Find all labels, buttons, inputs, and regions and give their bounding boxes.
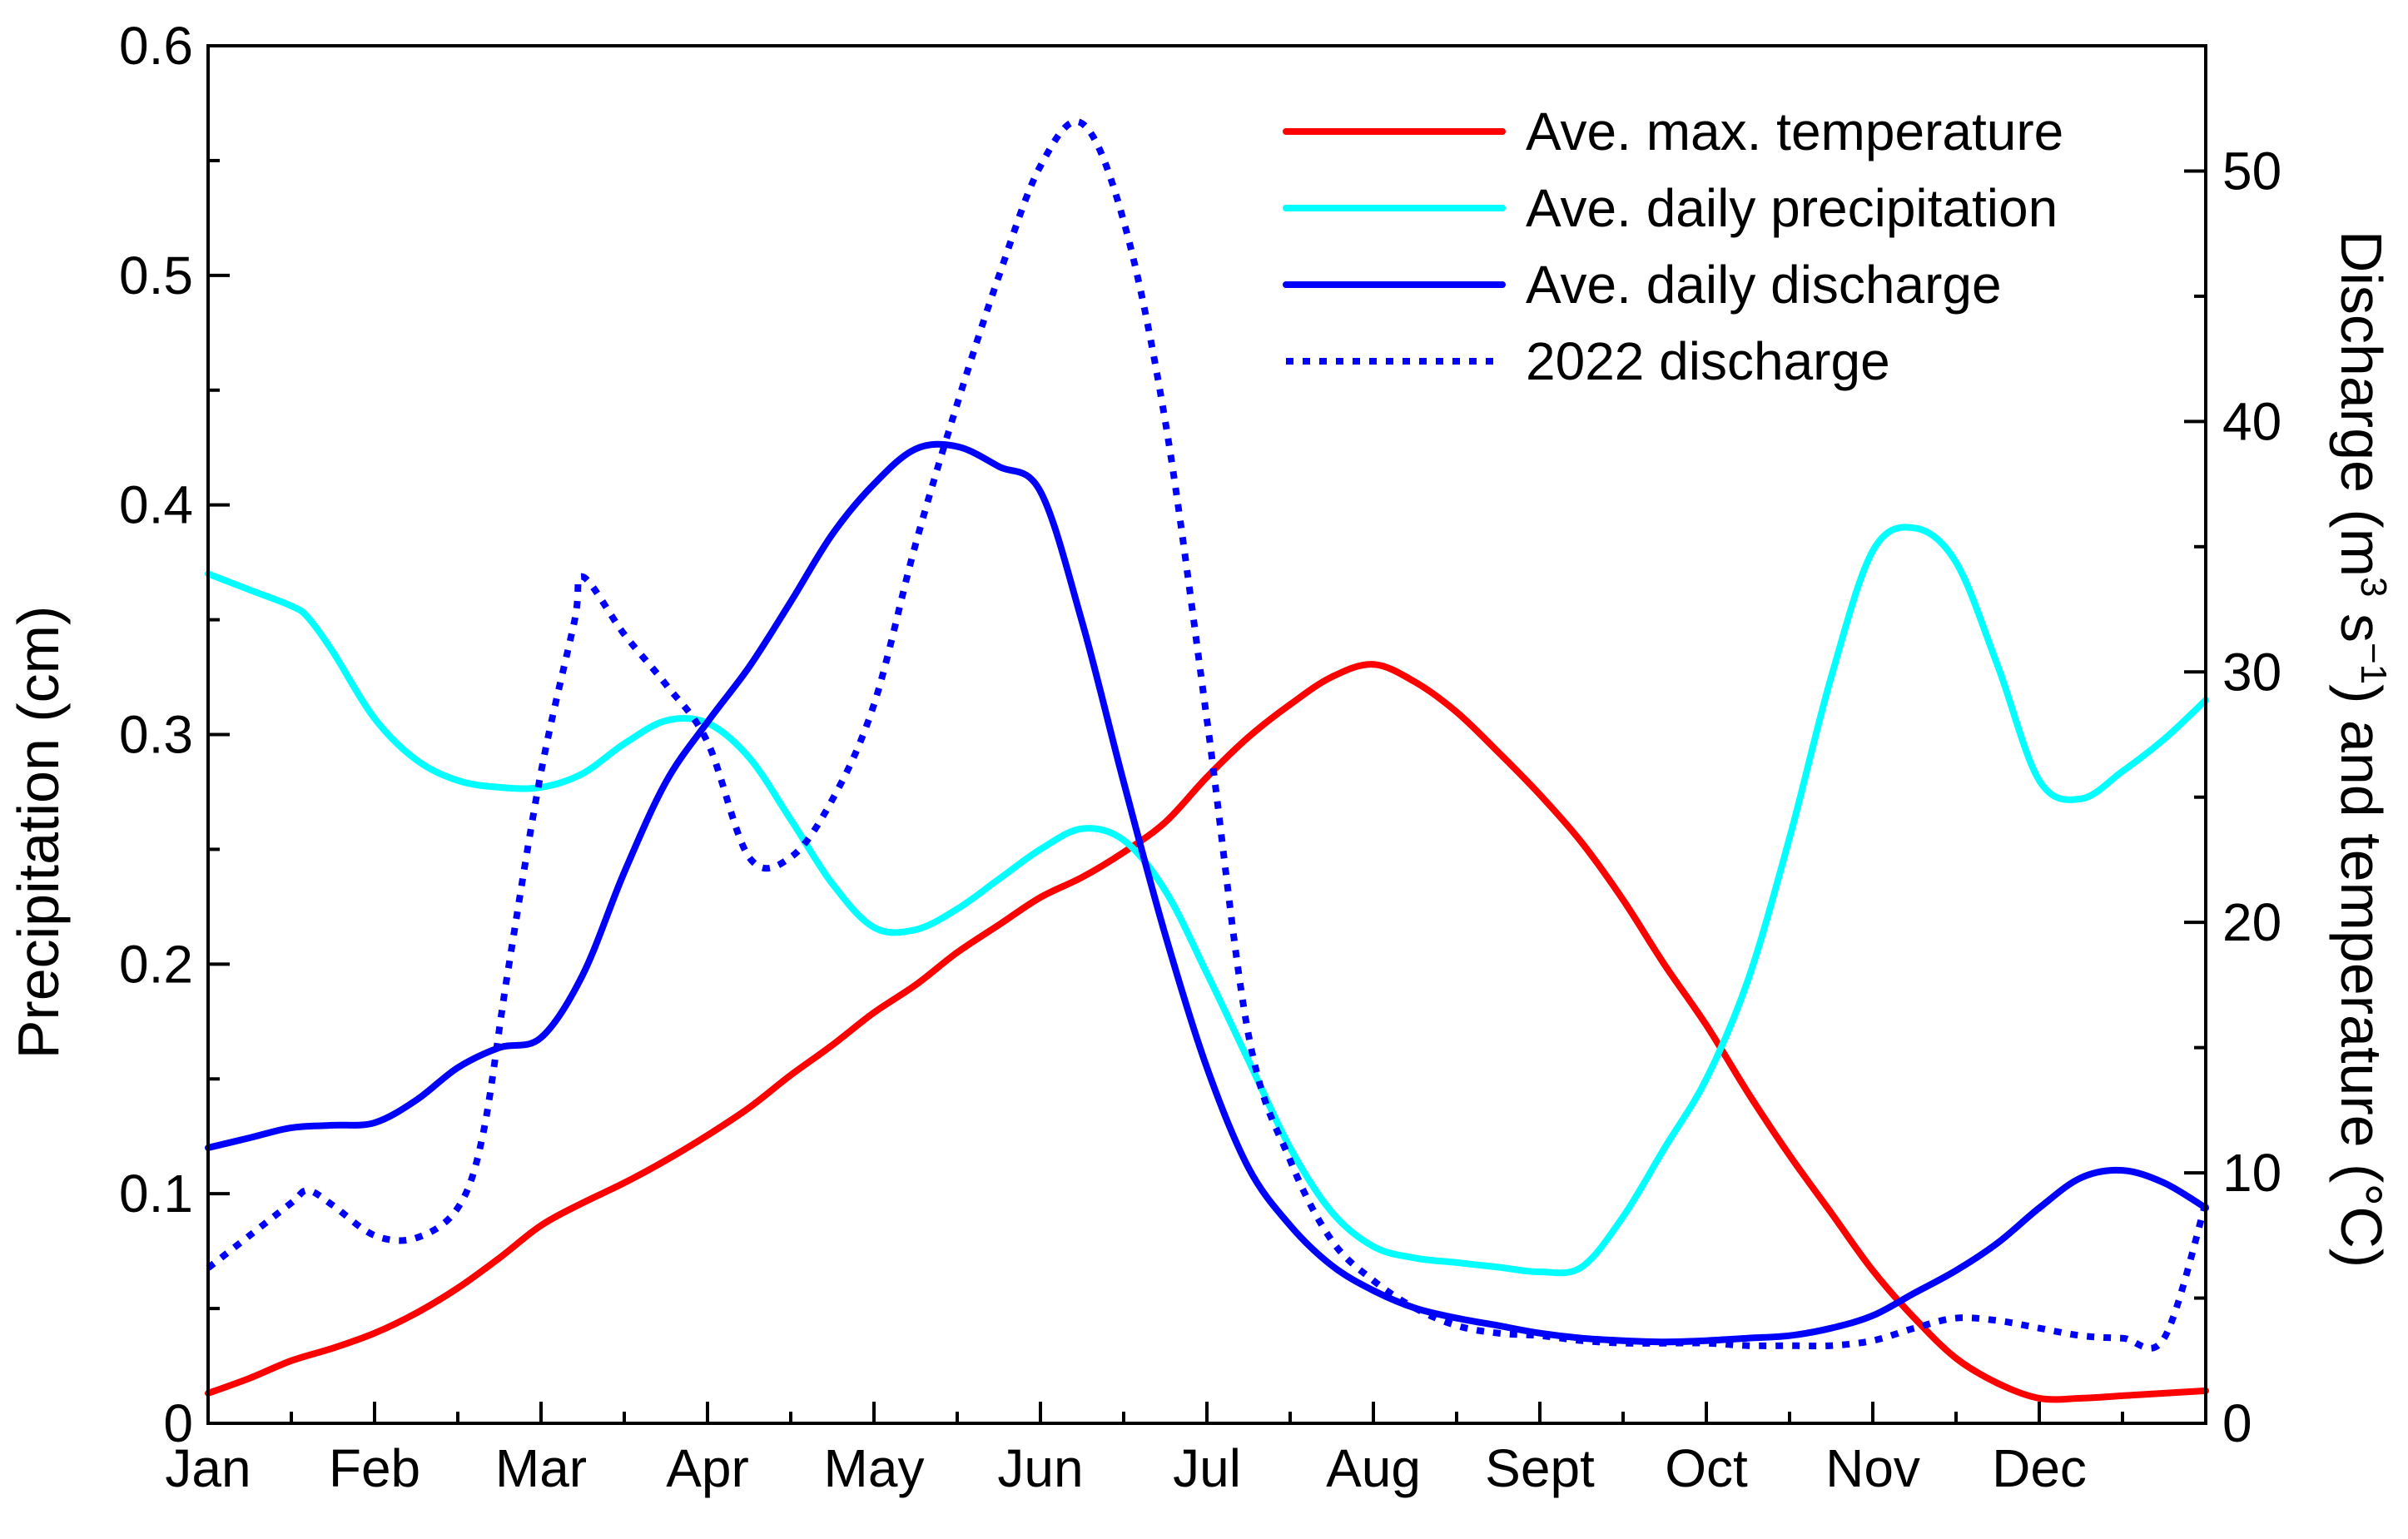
x-tick-label: Jul xyxy=(1173,1438,1241,1498)
x-tick-label: Oct xyxy=(1665,1438,1748,1498)
legend-label-4: 2022 discharge xyxy=(1526,331,1890,391)
legend-label-1: Ave. max. temperature xyxy=(1526,102,2063,161)
x-axis-ticks: Jan Feb Mar Apr May Jun Jul Aug Sept Oct Nov Dec xyxy=(165,1402,2207,1498)
right-axis-title-sup1: 3 xyxy=(2354,577,2395,597)
x-tick-label: Jan xyxy=(165,1438,251,1498)
right-tick-label: 40 xyxy=(2222,391,2281,451)
legend-label-2: Ave. daily precipitation xyxy=(1526,178,2058,238)
series-layer xyxy=(205,118,2209,1403)
x-tick-label: Feb xyxy=(329,1438,420,1498)
left-axis-title: Precipitation (cm) xyxy=(6,606,71,1060)
right-axis-title: Discharge (m3 s−1) and temperature (°C) xyxy=(2329,231,2395,1268)
right-axis-title-part3: ) and temperature (°C) xyxy=(2329,684,2394,1268)
right-tick-label: 0 xyxy=(2222,1393,2252,1453)
left-tick-label: 0.1 xyxy=(119,1164,193,1224)
right-tick-label: 30 xyxy=(2222,642,2281,702)
right-axis-ticks: 0 10 20 30 40 50 xyxy=(2184,44,2281,1453)
right-axis-title-sup2: −1 xyxy=(2354,643,2395,684)
x-tick-label: Nov xyxy=(1825,1438,1920,1498)
x-tick-label: Sept xyxy=(1485,1438,1595,1498)
x-tick-label: May xyxy=(824,1438,925,1498)
left-tick-label: 0.6 xyxy=(119,16,193,76)
plot-frame xyxy=(206,44,2207,1425)
series-line-1 xyxy=(205,661,2209,1403)
right-axis-title-part2: s xyxy=(2329,598,2394,643)
x-tick-label: Apr xyxy=(666,1438,749,1498)
right-tick-label: 20 xyxy=(2222,892,2281,952)
right-tick-label: 10 xyxy=(2222,1143,2281,1203)
series-line-2 xyxy=(205,524,2209,1277)
left-tick-label: 0.2 xyxy=(119,934,193,994)
left-tick-label: 0.5 xyxy=(119,246,193,305)
right-axis-title-part1: Discharge (m xyxy=(2329,231,2394,577)
plot-border xyxy=(206,44,2207,1425)
x-tick-label: Dec xyxy=(1992,1438,2087,1498)
left-tick-label: 0.4 xyxy=(119,475,193,535)
series-line-4 xyxy=(206,118,2209,1352)
legend-label-3: Ave. daily discharge xyxy=(1526,255,2002,315)
x-tick-label: Mar xyxy=(495,1438,587,1498)
series-line-3 xyxy=(205,440,2209,1346)
x-tick-label: Jun xyxy=(997,1438,1083,1498)
left-tick-label: 0.3 xyxy=(119,705,193,765)
right-tick-label: 50 xyxy=(2222,141,2281,201)
x-tick-label: Aug xyxy=(1326,1438,1421,1498)
left-tick-label: 0 xyxy=(163,1393,193,1453)
legend: Ave. max. temperature Ave. daily precipit… xyxy=(1283,102,2063,391)
left-axis-ticks: 0 0.1 0.2 0.3 0.4 0.5 0.6 xyxy=(119,16,230,1453)
